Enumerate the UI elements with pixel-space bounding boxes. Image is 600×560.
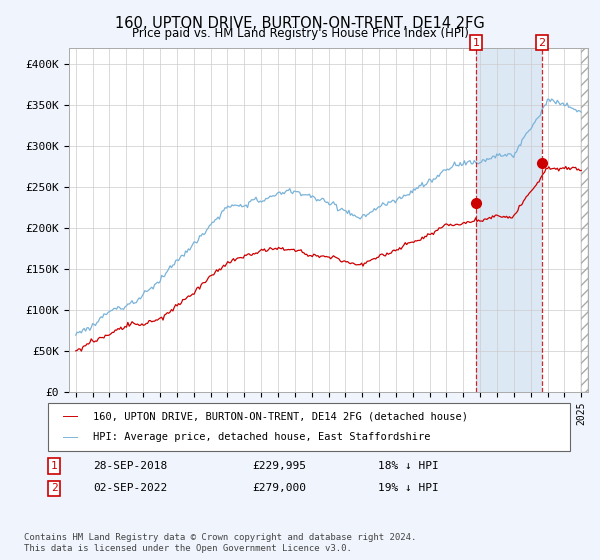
Text: 28-SEP-2018: 28-SEP-2018 (93, 461, 167, 471)
Text: £279,000: £279,000 (252, 483, 306, 493)
Text: ——: —— (63, 410, 78, 423)
Text: 2: 2 (50, 483, 58, 493)
Text: 1: 1 (50, 461, 58, 471)
Text: Contains HM Land Registry data © Crown copyright and database right 2024.
This d: Contains HM Land Registry data © Crown c… (24, 533, 416, 553)
Text: HPI: Average price, detached house, East Staffordshire: HPI: Average price, detached house, East… (93, 432, 431, 442)
Text: Price paid vs. HM Land Registry's House Price Index (HPI): Price paid vs. HM Land Registry's House … (131, 27, 469, 40)
Text: 1: 1 (472, 38, 479, 48)
Text: 160, UPTON DRIVE, BURTON-ON-TRENT, DE14 2FG (detached house): 160, UPTON DRIVE, BURTON-ON-TRENT, DE14 … (93, 412, 468, 422)
Text: 18% ↓ HPI: 18% ↓ HPI (378, 461, 439, 471)
Text: £229,995: £229,995 (252, 461, 306, 471)
Bar (581, 48, 588, 392)
Text: 2: 2 (538, 38, 545, 48)
Bar (476, 48, 542, 392)
Text: ——: —— (63, 431, 78, 444)
Text: 160, UPTON DRIVE, BURTON-ON-TRENT, DE14 2FG: 160, UPTON DRIVE, BURTON-ON-TRENT, DE14 … (115, 16, 485, 31)
Text: 02-SEP-2022: 02-SEP-2022 (93, 483, 167, 493)
Text: 19% ↓ HPI: 19% ↓ HPI (378, 483, 439, 493)
